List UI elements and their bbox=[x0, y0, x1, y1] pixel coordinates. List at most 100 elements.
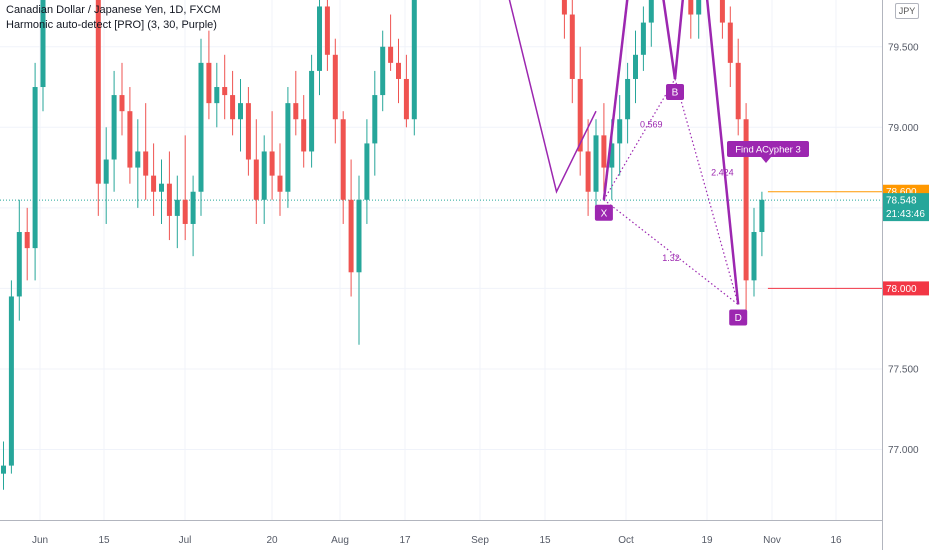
candle-body[interactable] bbox=[261, 151, 267, 200]
candle-body[interactable] bbox=[372, 95, 378, 144]
candle-body[interactable] bbox=[751, 232, 757, 281]
candle-body[interactable] bbox=[111, 95, 117, 160]
symbol-title[interactable]: Canadian Dollar / Japanese Yen, 1D, FXCM bbox=[6, 4, 221, 16]
candle-body[interactable] bbox=[40, 0, 46, 88]
candle-body[interactable] bbox=[380, 46, 386, 96]
candle-body[interactable] bbox=[688, 0, 694, 15]
candle-body[interactable] bbox=[577, 78, 583, 152]
time-tick-label: Sep bbox=[471, 535, 489, 546]
candle-body[interactable] bbox=[648, 0, 654, 23]
pattern-point-x[interactable] bbox=[594, 204, 613, 221]
pattern-ratio-line bbox=[603, 199, 739, 305]
time-tick-label: 17 bbox=[399, 535, 411, 546]
time-tick-label: 20 bbox=[266, 535, 278, 546]
candle-body[interactable] bbox=[625, 78, 631, 120]
candle-body[interactable] bbox=[396, 62, 401, 79]
candle-body[interactable] bbox=[301, 119, 307, 152]
candle-body[interactable] bbox=[143, 151, 149, 176]
pattern-point-d[interactable] bbox=[729, 309, 748, 326]
candle-body[interactable] bbox=[16, 232, 22, 297]
level-price-badge: 78.600 bbox=[886, 187, 917, 198]
price-tick-label: 77.500 bbox=[888, 364, 919, 375]
last-price-badge-box[interactable] bbox=[883, 193, 929, 222]
indicator-title[interactable]: Harmonic auto-detect [PRO] (3, 30, Purpl… bbox=[6, 19, 217, 31]
find-pattern-label: Find ACypher 3 bbox=[735, 145, 800, 156]
candle-body[interactable] bbox=[222, 87, 228, 96]
pattern-ratio-line bbox=[674, 78, 739, 305]
candle-body[interactable] bbox=[238, 103, 243, 120]
candle-body[interactable] bbox=[411, 0, 417, 120]
candle-body[interactable] bbox=[364, 143, 370, 200]
candle-body[interactable] bbox=[593, 135, 599, 192]
candle-body[interactable] bbox=[340, 119, 346, 200]
candle-body[interactable] bbox=[159, 183, 164, 192]
candle-body[interactable] bbox=[127, 111, 133, 168]
time-tick-label: 19 bbox=[701, 535, 713, 546]
candle-body[interactable] bbox=[174, 199, 180, 216]
candle-body[interactable] bbox=[743, 119, 749, 281]
candle-body[interactable] bbox=[8, 296, 14, 466]
pattern-point-label: D bbox=[735, 313, 742, 324]
last-price-badge: 78.548 bbox=[886, 196, 917, 207]
candle-body[interactable] bbox=[561, 0, 567, 15]
candle-body[interactable] bbox=[617, 119, 623, 144]
candle-body[interactable] bbox=[569, 14, 575, 79]
price-tick-label: 79.500 bbox=[888, 42, 919, 53]
candle-body[interactable] bbox=[285, 103, 291, 192]
candle-body[interactable] bbox=[640, 22, 646, 55]
candle-body[interactable] bbox=[348, 199, 354, 273]
pattern-point-b[interactable] bbox=[666, 83, 684, 100]
candle-body[interactable] bbox=[95, 0, 101, 184]
candle-body[interactable] bbox=[182, 199, 188, 224]
pattern-ratio-label: 1.32 bbox=[662, 253, 680, 263]
candle-body[interactable] bbox=[32, 87, 38, 249]
time-tick-label: Jul bbox=[179, 535, 192, 546]
time-tick-label: 16 bbox=[830, 535, 842, 546]
candle-body[interactable] bbox=[151, 175, 157, 192]
pattern-leg-xa bbox=[602, 0, 629, 200]
candle-body[interactable] bbox=[198, 62, 204, 192]
candle-body[interactable] bbox=[1, 465, 6, 474]
candle-body[interactable] bbox=[253, 159, 259, 200]
find-pattern-label-box[interactable] bbox=[727, 141, 809, 157]
candle-body[interactable] bbox=[166, 183, 172, 216]
candle-body[interactable] bbox=[103, 159, 109, 184]
candle-body[interactable] bbox=[727, 22, 733, 63]
price-tick-label: 79.000 bbox=[888, 123, 919, 134]
candle-body[interactable] bbox=[696, 0, 702, 15]
candle-body[interactable] bbox=[403, 78, 409, 120]
candle-body[interactable] bbox=[309, 70, 315, 152]
candle-body[interactable] bbox=[585, 151, 591, 192]
candle-body[interactable] bbox=[119, 95, 125, 112]
candle-body[interactable] bbox=[230, 95, 236, 120]
time-tick-label: 15 bbox=[539, 535, 551, 546]
candle-body[interactable] bbox=[24, 232, 30, 249]
candle-body[interactable] bbox=[324, 6, 330, 55]
candle-body[interactable] bbox=[332, 54, 338, 120]
candle-body[interactable] bbox=[735, 62, 741, 120]
candle-body[interactable] bbox=[277, 175, 283, 192]
find-pattern-label-pointer bbox=[761, 157, 771, 163]
time-tick-label: Nov bbox=[763, 535, 781, 546]
candle-body[interactable] bbox=[269, 151, 275, 176]
candle-body[interactable] bbox=[190, 191, 196, 224]
candle-body[interactable] bbox=[388, 46, 394, 63]
candle-body[interactable] bbox=[135, 151, 141, 168]
time-tick-label: Aug bbox=[331, 535, 349, 546]
candle-body[interactable] bbox=[356, 199, 362, 273]
currency-badge[interactable]: JPY bbox=[895, 3, 919, 19]
candle-body[interactable] bbox=[633, 54, 638, 79]
candle-body[interactable] bbox=[317, 6, 322, 71]
level-price-badge-box[interactable] bbox=[883, 281, 929, 296]
candle-body[interactable] bbox=[293, 103, 299, 120]
candle-body[interactable] bbox=[206, 62, 212, 104]
pattern-leg-ab bbox=[662, 0, 677, 80]
candle-body[interactable] bbox=[609, 143, 615, 168]
candle-body[interactable] bbox=[759, 199, 765, 233]
candle-body[interactable] bbox=[601, 135, 607, 168]
zigzag-line bbox=[508, 0, 597, 194]
candle-body[interactable] bbox=[245, 103, 251, 160]
candle-body[interactable] bbox=[214, 87, 220, 104]
candle-body[interactable] bbox=[719, 0, 725, 23]
